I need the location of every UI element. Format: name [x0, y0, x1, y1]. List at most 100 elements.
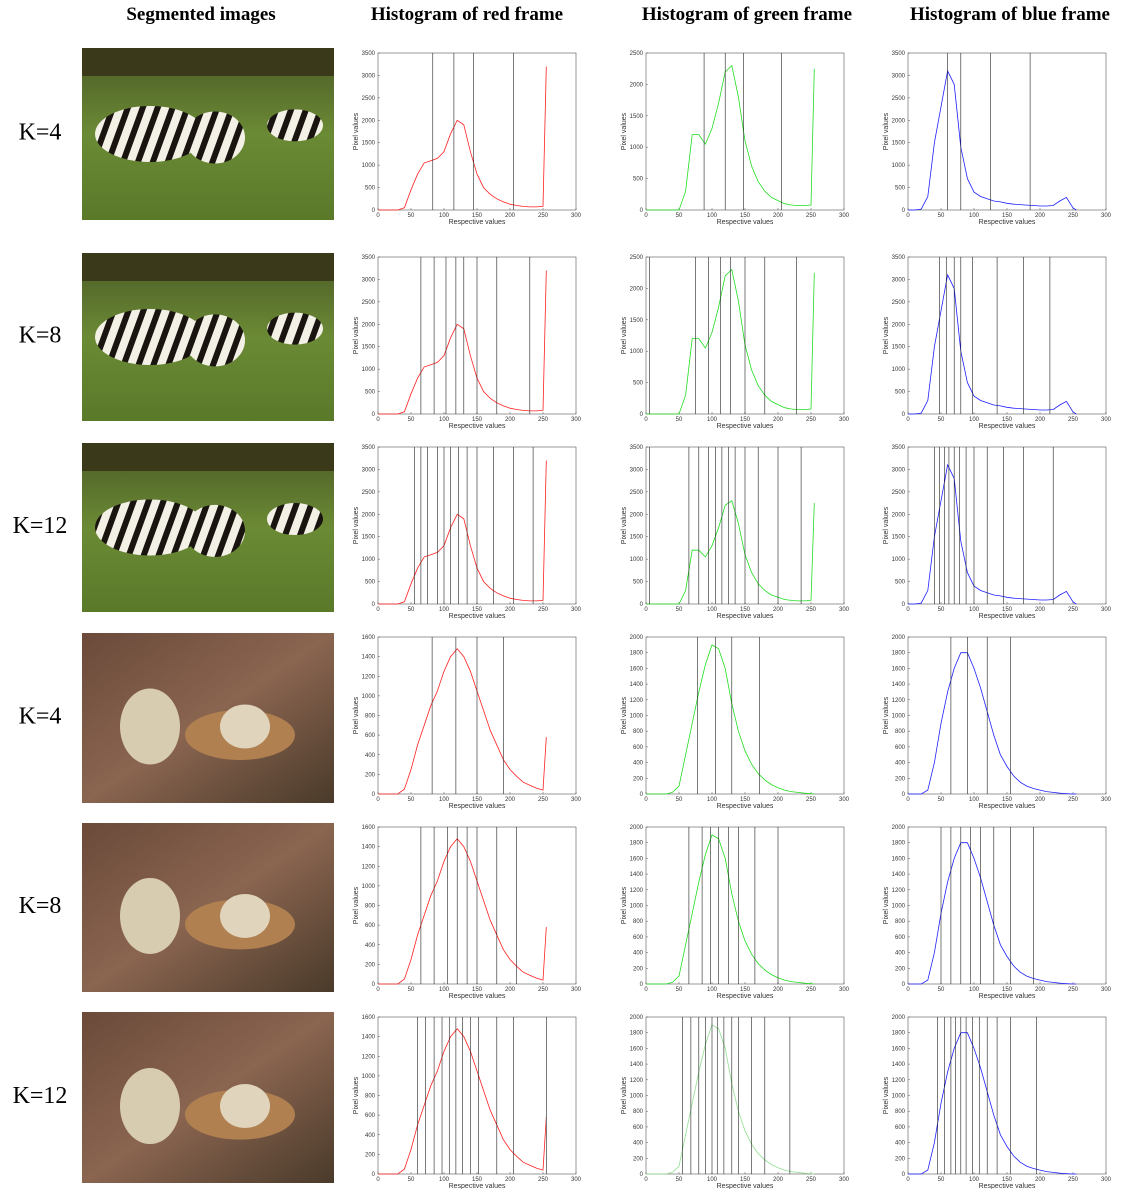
y-tick-label: 1600: [362, 1015, 376, 1021]
x-tick-label: 200: [773, 213, 784, 219]
x-tick-label: 0: [906, 213, 910, 219]
y-tick-label: 200: [895, 1156, 906, 1162]
segmented-image: [82, 823, 334, 992]
row-label: K=8: [19, 893, 62, 919]
x-tick-label: 50: [676, 607, 683, 613]
animal: [220, 1084, 270, 1128]
x-tick-label: 300: [1101, 987, 1112, 993]
y-tick-label: 1200: [630, 698, 644, 704]
x-tick-label: 0: [906, 607, 910, 613]
y-tick-label: 2500: [630, 255, 644, 261]
image-shape: [82, 253, 334, 281]
x-axis-label: Respective values: [449, 423, 506, 430]
x-tick-label: 300: [1101, 797, 1112, 803]
y-tick-label: 2000: [892, 825, 906, 831]
x-tick-label: 0: [644, 417, 648, 423]
x-tick-label: 0: [906, 417, 910, 423]
x-tick-label: 300: [1101, 417, 1112, 423]
y-tick-label: 3000: [362, 73, 376, 79]
x-tick-label: 250: [806, 797, 817, 803]
column-header: Histogram of red frame: [371, 4, 563, 25]
x-tick-label: 200: [773, 417, 784, 423]
y-tick-label: 1400: [362, 655, 376, 661]
x-axis-label: Respective values: [717, 993, 774, 1000]
y-tick-label: 600: [895, 935, 906, 941]
x-tick-label: 300: [839, 417, 850, 423]
y-tick-label: 1400: [630, 872, 644, 878]
y-tick-label: 0: [640, 1172, 644, 1178]
y-tick-label: 0: [902, 602, 906, 608]
y-tick-label: 2000: [630, 825, 644, 831]
y-tick-label: 0: [902, 1172, 906, 1178]
y-tick-label: 1000: [892, 1094, 906, 1100]
y-tick-label: 600: [895, 1125, 906, 1131]
x-tick-label: 250: [1068, 417, 1079, 423]
x-tick-label: 200: [773, 797, 784, 803]
x-axis-label: Respective values: [979, 613, 1036, 620]
x-tick-label: 50: [938, 1177, 945, 1183]
y-tick-label: 200: [365, 1152, 376, 1158]
plot-frame: [908, 257, 1106, 414]
y-tick-label: 500: [895, 580, 906, 586]
y-tick-label: 400: [895, 761, 906, 767]
x-tick-label: 300: [571, 797, 582, 803]
y-tick-label: 1800: [630, 651, 644, 657]
y-tick-label: 1500: [630, 535, 644, 541]
y-tick-label: 1600: [630, 666, 644, 672]
y-tick-label: 3000: [892, 467, 906, 473]
y-tick-label: 0: [640, 208, 644, 214]
y-axis-label: Pixel values: [621, 696, 628, 734]
x-tick-label: 50: [676, 987, 683, 993]
y-tick-label: 3500: [892, 51, 906, 57]
x-axis-label: Respective values: [449, 1183, 506, 1189]
y-tick-label: 1800: [892, 841, 906, 847]
y-tick-label: 1400: [892, 872, 906, 878]
y-tick-label: 0: [902, 412, 906, 418]
y-tick-label: 2000: [630, 635, 644, 641]
animal: [220, 705, 270, 749]
y-tick-label: 0: [372, 208, 376, 214]
x-tick-label: 200: [505, 607, 516, 613]
x-tick-label: 0: [376, 213, 380, 219]
y-tick-label: 1400: [362, 1035, 376, 1041]
y-tick-label: 1500: [630, 318, 644, 324]
y-axis-label: Pixel values: [621, 1076, 628, 1114]
y-tick-label: 1000: [892, 557, 906, 563]
row-label: K=4: [19, 120, 62, 146]
y-tick-label: 1200: [892, 888, 906, 894]
y-axis-label: Pixel values: [353, 112, 360, 150]
x-tick-label: 300: [839, 1177, 850, 1183]
y-tick-label: 1000: [630, 349, 644, 355]
x-axis-label: Respective values: [717, 1183, 774, 1189]
y-tick-label: 500: [365, 580, 376, 586]
y-tick-label: 3500: [630, 445, 644, 451]
y-tick-label: 800: [895, 1109, 906, 1115]
y-tick-label: 200: [633, 1156, 644, 1162]
segmented-image: [82, 48, 334, 220]
x-tick-label: 250: [538, 417, 549, 423]
y-tick-label: 2000: [630, 82, 644, 88]
x-tick-label: 0: [644, 1177, 648, 1183]
y-tick-label: 0: [640, 982, 644, 988]
x-tick-label: 0: [906, 987, 910, 993]
y-tick-label: 1600: [892, 1046, 906, 1052]
x-tick-label: 250: [538, 797, 549, 803]
y-tick-label: 3500: [892, 445, 906, 451]
image-shape: [82, 443, 334, 471]
x-axis-label: Respective values: [717, 423, 774, 430]
x-tick-label: 200: [1035, 417, 1046, 423]
x-tick-label: 250: [538, 607, 549, 613]
plot-frame: [908, 637, 1106, 794]
x-tick-label: 0: [376, 987, 380, 993]
zebra: [267, 503, 323, 535]
y-tick-label: 800: [895, 919, 906, 925]
y-tick-label: 2000: [630, 512, 644, 518]
y-tick-label: 1800: [630, 1031, 644, 1037]
segmented-image: [82, 253, 334, 421]
y-tick-label: 3500: [362, 445, 376, 451]
y-tick-label: 800: [633, 729, 644, 735]
x-tick-label: 50: [408, 797, 415, 803]
x-tick-label: 200: [1035, 1177, 1046, 1183]
x-tick-label: 250: [806, 213, 817, 219]
y-tick-label: 1200: [630, 888, 644, 894]
